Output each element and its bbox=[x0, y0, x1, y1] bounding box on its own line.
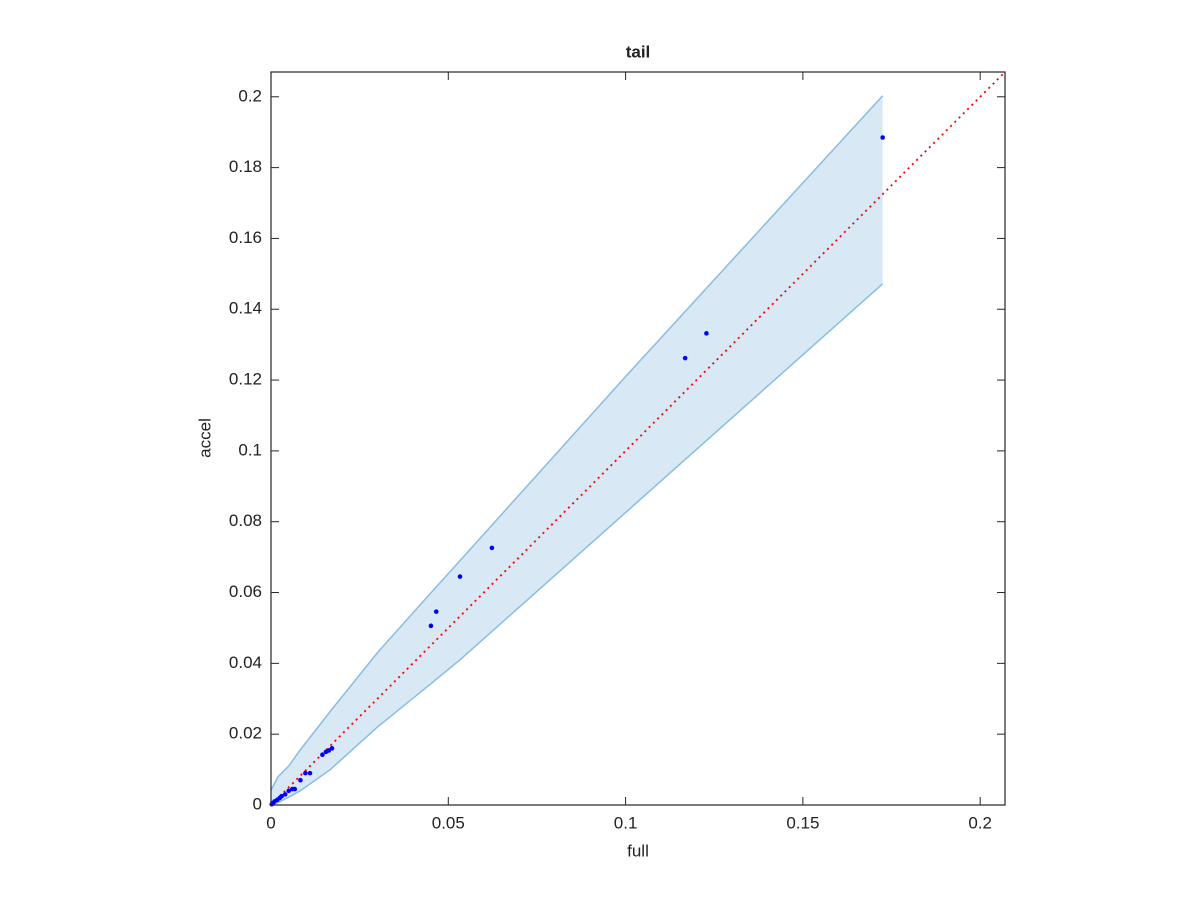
y-tick-label: 0.2 bbox=[238, 86, 262, 105]
y-tick-label: 0 bbox=[253, 794, 262, 813]
y-tick-label: 0.06 bbox=[229, 582, 262, 601]
point bbox=[307, 770, 313, 776]
point bbox=[320, 752, 325, 758]
y-tick-label: 0.14 bbox=[229, 299, 262, 318]
point bbox=[433, 609, 439, 614]
y-tick-label: 0.04 bbox=[229, 653, 262, 672]
chart-title: tail bbox=[626, 42, 651, 61]
band-fill bbox=[271, 95, 883, 806]
band-upper bbox=[270, 95, 884, 791]
x-axis-label: full bbox=[627, 841, 649, 860]
axes-box bbox=[270, 71, 1006, 806]
point bbox=[282, 792, 288, 797]
point bbox=[269, 801, 275, 807]
y-tick-label: 0.02 bbox=[229, 724, 262, 743]
point bbox=[489, 545, 495, 551]
point bbox=[303, 770, 308, 776]
point bbox=[323, 749, 329, 755]
y-tick-label: 0.16 bbox=[229, 228, 262, 247]
x-tick-label: 0.2 bbox=[968, 813, 992, 832]
x-tick-label: 0.05 bbox=[432, 813, 465, 832]
y-tick-label: 0.1 bbox=[238, 440, 262, 459]
y-tick-label: 0.12 bbox=[229, 370, 262, 389]
point bbox=[457, 574, 463, 579]
reference-line bbox=[270, 71, 1006, 806]
point bbox=[704, 331, 709, 336]
x-tick-label: 0 bbox=[266, 813, 275, 832]
x-tick-label: 0.1 bbox=[614, 813, 638, 832]
point bbox=[880, 135, 885, 140]
point bbox=[682, 355, 688, 361]
x-tick-label: 0.15 bbox=[786, 813, 819, 832]
y-tick-label: 0.18 bbox=[229, 157, 262, 176]
band-lower bbox=[270, 283, 884, 806]
y-axis-label: accel bbox=[195, 418, 214, 458]
y-tick-label: 0.08 bbox=[229, 511, 262, 530]
point bbox=[298, 777, 303, 783]
point bbox=[286, 788, 292, 794]
point bbox=[428, 623, 434, 629]
point bbox=[289, 786, 295, 792]
